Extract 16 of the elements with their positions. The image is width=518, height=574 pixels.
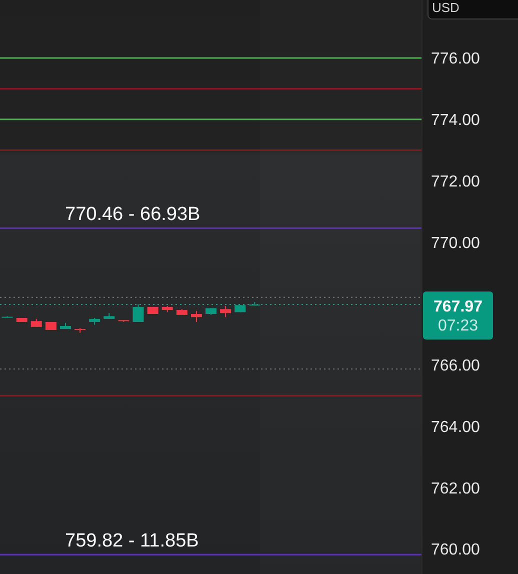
ref-line-label: 767.97 — [434, 298, 483, 316]
y-tick-label: 772.00 — [431, 173, 480, 190]
y-tick-label: 760.00 — [431, 542, 480, 559]
y-tick-label: 766.00 — [431, 358, 480, 375]
candlestick — [132, 304, 144, 322]
y-tick-label: 776.00 — [431, 50, 480, 68]
y-tick-label: 764.00 — [431, 418, 480, 436]
candlestick — [190, 310, 202, 322]
y-tick-label: 770.00 — [431, 234, 480, 252]
ref-line-label: 770.46 - 66.93B — [65, 204, 200, 226]
y-tick-label: 762.00 — [431, 480, 480, 498]
text: USD — [432, 0, 460, 15]
candlestick — [220, 306, 232, 318]
y-tick-label: 774.00 — [431, 112, 480, 130]
ref-line-label: 759.82 - 11.85B — [65, 530, 199, 552]
text: 07:23 — [438, 317, 478, 334]
